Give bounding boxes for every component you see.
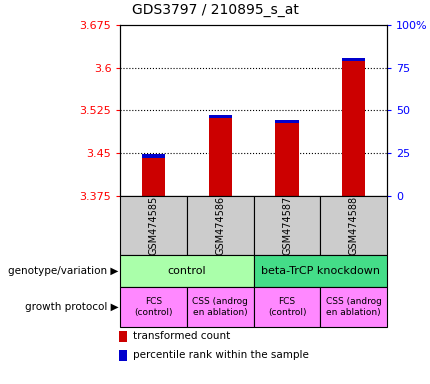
Bar (320, 287, 387, 327)
Text: growth protocol ▶: growth protocol ▶ (25, 302, 118, 312)
Text: FCS
(control): FCS (control) (135, 297, 173, 317)
Text: GSM474586: GSM474586 (215, 196, 225, 255)
Bar (254, 196, 320, 255)
Text: transformed count: transformed count (133, 331, 230, 341)
Bar (275, 122, 299, 196)
Bar (119, 350, 127, 361)
Text: beta-TrCP knockdown: beta-TrCP knockdown (261, 266, 380, 276)
Bar (209, 114, 232, 118)
Text: FCS
(control): FCS (control) (268, 297, 306, 317)
Bar (254, 287, 320, 327)
Bar (342, 59, 366, 196)
Text: percentile rank within the sample: percentile rank within the sample (133, 350, 309, 360)
Bar (342, 58, 366, 61)
Text: GSM474585: GSM474585 (149, 196, 159, 255)
Bar (120, 255, 254, 287)
Text: GDS3797 / 210895_s_at: GDS3797 / 210895_s_at (132, 3, 298, 17)
Bar (209, 116, 232, 196)
Bar (254, 255, 387, 287)
Bar (187, 287, 254, 327)
Bar (320, 196, 387, 255)
Bar (187, 196, 254, 255)
Text: GSM474587: GSM474587 (282, 196, 292, 255)
Text: GSM474588: GSM474588 (349, 196, 359, 255)
Text: CSS (androg
en ablation): CSS (androg en ablation) (326, 297, 381, 317)
Bar (119, 331, 127, 342)
Bar (142, 156, 166, 196)
Bar (120, 287, 187, 327)
Bar (142, 154, 166, 157)
Text: genotype/variation ▶: genotype/variation ▶ (8, 266, 118, 276)
Text: CSS (androg
en ablation): CSS (androg en ablation) (193, 297, 248, 317)
Bar (120, 196, 187, 255)
Bar (275, 120, 299, 123)
Text: control: control (168, 266, 206, 276)
